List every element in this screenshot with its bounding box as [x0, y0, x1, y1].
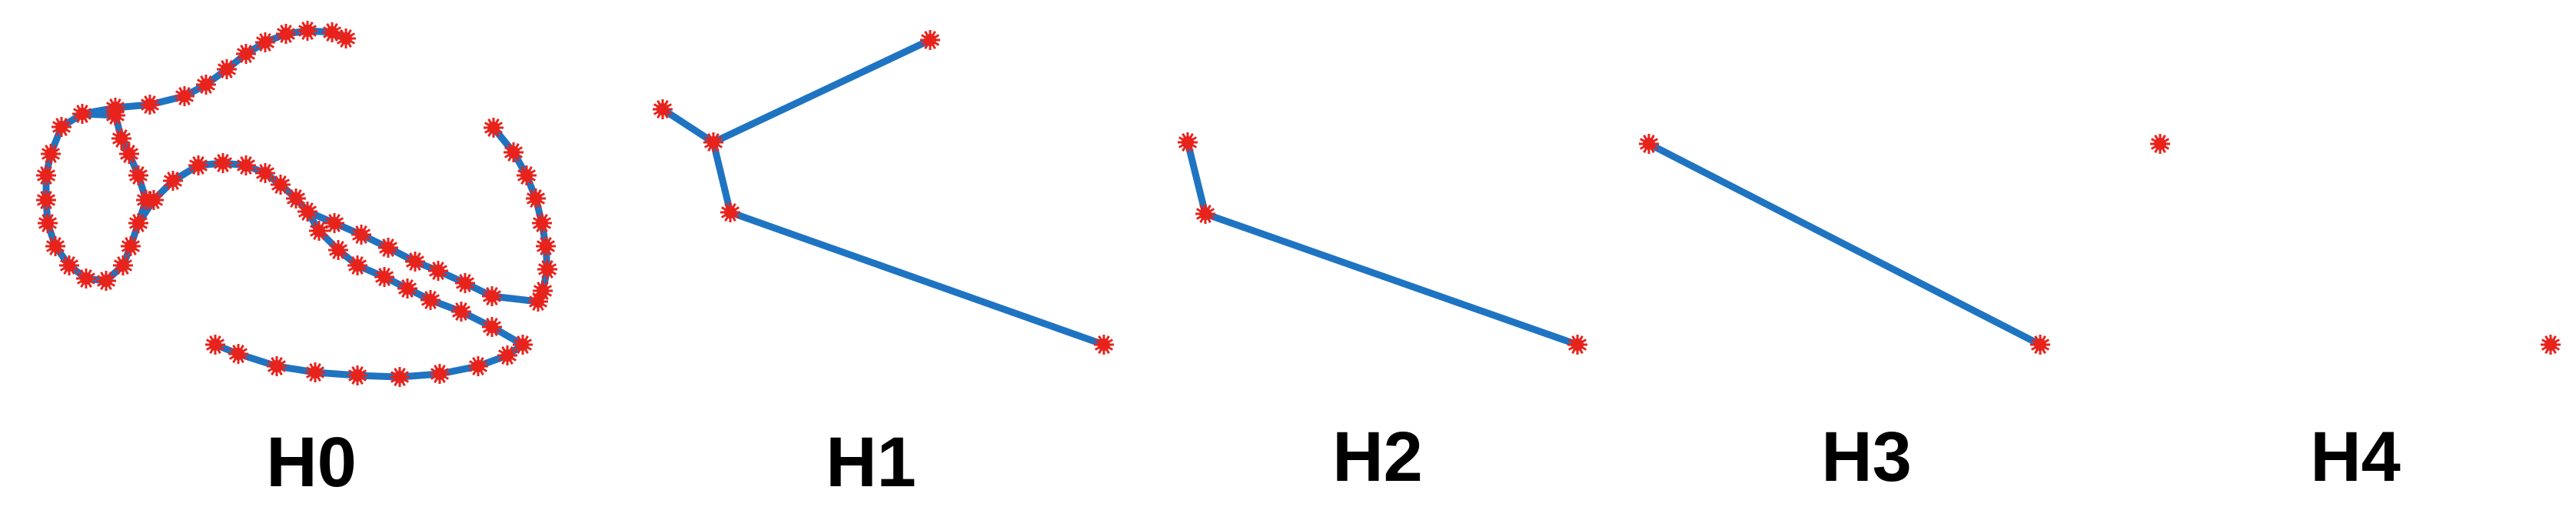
h0-node [271, 175, 291, 195]
panel-label-h3: H3 [1821, 418, 1912, 496]
h0-node [347, 365, 367, 385]
h0-node [297, 202, 317, 222]
h0-node [378, 238, 398, 258]
h0-edge-top-arc [78, 27, 350, 118]
h0-node [213, 153, 233, 173]
h0-node [455, 273, 475, 293]
h0-node [205, 335, 225, 355]
h1-edge-upper [659, 36, 934, 146]
h0-node [517, 165, 537, 185]
h0-node [255, 32, 275, 52]
h3-edge [1645, 140, 2044, 349]
h0-node [504, 142, 524, 162]
h0-node [351, 225, 371, 245]
h0-node [497, 345, 517, 365]
h0-edge-cross-a [304, 208, 527, 349]
h0-edge-right-arc [490, 124, 551, 305]
h0-node [482, 317, 502, 337]
h0-node [305, 362, 325, 382]
h0-node [128, 213, 148, 233]
h0-node [267, 356, 287, 376]
h2-node [1195, 204, 1215, 224]
h0-edge-middle [135, 159, 311, 227]
h0-node [236, 155, 256, 175]
h0-node [140, 95, 160, 115]
h0-node [72, 104, 92, 124]
h0-node [228, 344, 248, 364]
h0-node [336, 28, 356, 48]
h0-node [276, 24, 296, 44]
h0-edge-bottom [211, 341, 527, 381]
h0-node [111, 128, 131, 148]
h0-node [163, 171, 183, 191]
h0-node [451, 302, 471, 322]
h0-node [347, 255, 367, 275]
h0-node [128, 165, 148, 185]
panel-label-h1: H1 [826, 423, 916, 502]
h0-node [537, 259, 557, 279]
h0-node [397, 279, 417, 299]
h1-node [720, 202, 740, 222]
h0-node [322, 22, 342, 42]
h0-node [59, 255, 79, 275]
h3-node [2030, 335, 2050, 355]
h4-node [2541, 335, 2561, 355]
h2-node [1178, 132, 1198, 152]
h2-node [1567, 335, 1587, 355]
h3-node [1639, 134, 1659, 154]
h0-node [297, 21, 317, 41]
h0-node [484, 118, 504, 138]
panel-label-h2: H2 [1332, 418, 1423, 496]
h0-node [468, 356, 488, 376]
h0-node [428, 261, 448, 281]
h0-node [526, 188, 546, 208]
h0-node [119, 144, 139, 164]
h0-node [196, 75, 216, 95]
h0-node [121, 236, 141, 256]
h1-node [653, 99, 673, 119]
edges [42, 27, 2044, 381]
h4-node [2150, 134, 2170, 154]
h0-node [482, 286, 502, 306]
h2-edge [1184, 138, 1581, 349]
h0-node [405, 252, 425, 272]
panel-label-h0: H0 [266, 423, 357, 502]
h1-node [920, 30, 940, 50]
h0-node [532, 213, 552, 233]
h0-node [105, 105, 125, 125]
h0-node [52, 117, 71, 137]
h1-edge-lower [710, 138, 1108, 349]
h0-node [236, 44, 256, 64]
h0-node [390, 367, 410, 387]
h0-node [420, 290, 440, 310]
h0-node [175, 86, 194, 106]
h0-node [533, 281, 553, 301]
nodes [36, 21, 2561, 387]
h0-node [38, 213, 58, 233]
h0-node [430, 364, 450, 384]
h0-node [113, 255, 133, 275]
h0-node [309, 221, 329, 241]
h0-node [374, 267, 394, 287]
h0-node [76, 269, 96, 289]
h0-node [328, 240, 348, 260]
h0-node [144, 190, 164, 210]
panel-label-h4: H4 [2310, 418, 2401, 496]
h0-node [45, 236, 65, 256]
h0-node [324, 213, 344, 233]
h0-node [513, 335, 533, 355]
h1-node [703, 132, 723, 152]
h0-node [96, 271, 116, 291]
h0-node [36, 190, 56, 210]
h0-node [188, 155, 208, 175]
h0-node [255, 163, 275, 183]
h1-node [1094, 335, 1114, 355]
h0-node [41, 144, 61, 164]
h0-node [217, 59, 237, 79]
h0-node [286, 188, 306, 208]
h0-node [36, 165, 56, 185]
h0-node [536, 236, 556, 256]
